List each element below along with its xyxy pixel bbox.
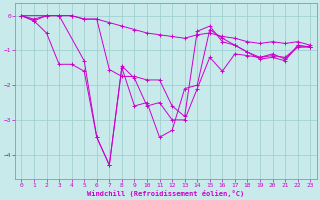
X-axis label: Windchill (Refroidissement éolien,°C): Windchill (Refroidissement éolien,°C) <box>87 190 244 197</box>
